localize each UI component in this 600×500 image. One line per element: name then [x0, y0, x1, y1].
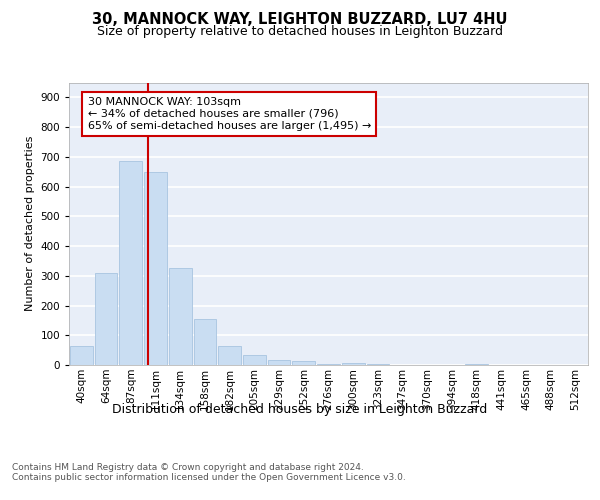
Bar	[95, 273, 118, 365]
Bar	[317, 364, 340, 365]
Text: Size of property relative to detached houses in Leighton Buzzard: Size of property relative to detached ho…	[97, 25, 503, 38]
Bar	[119, 162, 142, 365]
Text: Distribution of detached houses by size in Leighton Buzzard: Distribution of detached houses by size …	[112, 402, 488, 415]
Bar	[466, 364, 488, 365]
Text: 30 MANNOCK WAY: 103sqm
← 34% of detached houses are smaller (796)
65% of semi-de: 30 MANNOCK WAY: 103sqm ← 34% of detached…	[88, 98, 371, 130]
Text: 30, MANNOCK WAY, LEIGHTON BUZZARD, LU7 4HU: 30, MANNOCK WAY, LEIGHTON BUZZARD, LU7 4…	[92, 12, 508, 28]
Bar	[243, 354, 266, 365]
Bar	[292, 362, 315, 365]
Bar	[144, 172, 167, 365]
Text: Contains HM Land Registry data © Crown copyright and database right 2024.
Contai: Contains HM Land Registry data © Crown c…	[12, 462, 406, 482]
Bar	[218, 346, 241, 365]
Y-axis label: Number of detached properties: Number of detached properties	[25, 136, 35, 312]
Bar	[169, 268, 191, 365]
Bar	[342, 362, 365, 365]
Bar	[70, 346, 93, 365]
Bar	[268, 360, 290, 365]
Bar	[367, 364, 389, 365]
Bar	[194, 319, 216, 365]
